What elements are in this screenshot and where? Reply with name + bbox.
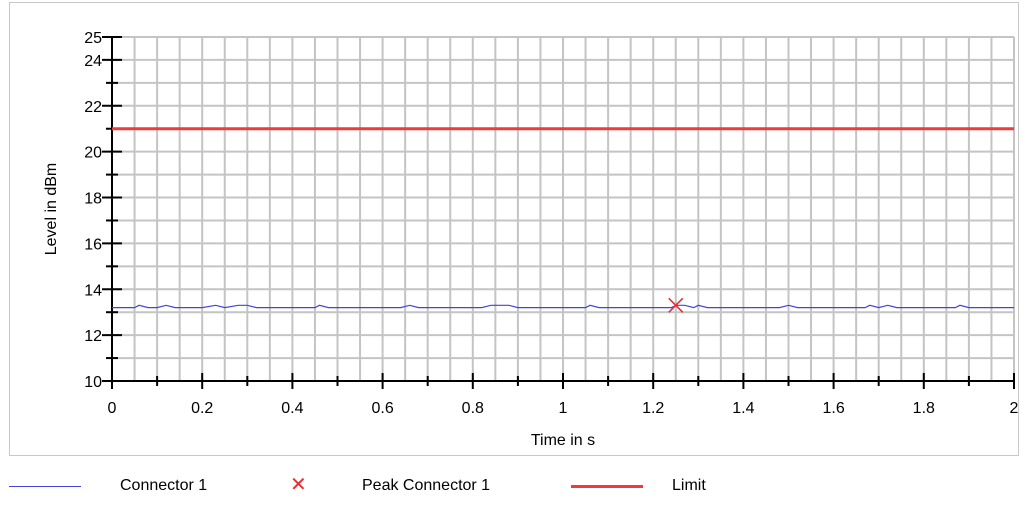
legend-item-peak-connector-1: Peak Connector 1 xyxy=(362,471,490,501)
y-tick-label: 18 xyxy=(84,191,102,208)
series-line-connector-1 xyxy=(112,304,1014,309)
y-tick-label: 10 xyxy=(84,374,102,391)
peak-marker xyxy=(668,297,684,313)
x-tick-label: 0 xyxy=(108,400,117,417)
legend-swatch-connector-1 xyxy=(9,486,81,487)
legend-swatch-limit xyxy=(571,485,643,488)
x-tick-label: 1.2 xyxy=(642,400,664,417)
legend-peak-marker-icon: ✕ xyxy=(290,474,307,496)
legend-label-connector-1: Connector 1 xyxy=(120,477,208,494)
y-axis-label: Level in dBm xyxy=(43,163,60,256)
legend-label-peak-connector-1: Peak Connector 1 xyxy=(362,477,491,494)
x-tick-label: 1.4 xyxy=(732,400,754,417)
legend-item-connector-1: Connector 1 xyxy=(120,471,207,501)
y-tick-label: 16 xyxy=(84,236,102,253)
legend-item-limit: Limit xyxy=(672,471,706,501)
x-tick-label: 1.6 xyxy=(822,400,844,417)
x-tick-label: 0.8 xyxy=(462,400,484,417)
x-tick-label: 0.2 xyxy=(191,400,213,417)
legend: Connector 1 ✕ Peak Connector 1 Limit xyxy=(0,471,1034,501)
y-tick-label: 25 xyxy=(84,30,102,47)
y-tick-label: 12 xyxy=(84,328,102,345)
x-tick-label: 2 xyxy=(1010,400,1018,417)
x-axis-label: Time in s xyxy=(531,432,595,449)
y-tick-label: 24 xyxy=(84,53,102,70)
legend-label-limit: Limit xyxy=(672,477,706,494)
y-tick-label: 14 xyxy=(84,282,102,299)
chart-frame: 10 12 14 16 18 20 22 24 25 0 0.2 0.4 0.6 0.8 1 1.2 1.4 1.… xyxy=(9,2,1019,456)
line-chart: 10 12 14 16 18 20 22 24 25 0 0.2 0.4 0.6 0.8 1 1.2 1.4 1.… xyxy=(43,30,1018,449)
x-tick-label: 0.4 xyxy=(281,400,303,417)
x-tick-label: 1 xyxy=(559,400,568,417)
x-tick-label: 0.6 xyxy=(371,400,393,417)
y-tick-label: 20 xyxy=(84,145,102,162)
x-tick-label: 1.8 xyxy=(913,400,935,417)
y-tick-label: 22 xyxy=(84,99,102,116)
